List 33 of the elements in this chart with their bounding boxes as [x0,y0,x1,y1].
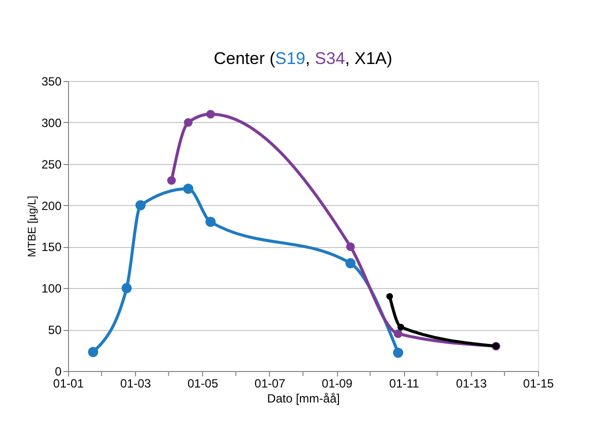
x-tick-label: 01-05 [187,376,218,390]
x-axis-title: Dato [mm-åå] [267,392,340,406]
x-tick-label: 01-03 [120,376,152,390]
y-tick-label: 150 [41,240,62,254]
point [394,329,402,338]
point [392,348,404,358]
point [184,118,193,127]
y-axis-title: MTBE [µg/L] [26,196,38,258]
point [183,184,194,194]
point [346,242,355,252]
point [135,200,146,210]
y-tick-label: 50 [48,323,62,338]
x-tick-label: 01-07 [254,376,286,390]
point [167,176,176,185]
x-tick-label: 01-11 [389,376,420,390]
y-tick-label: 350 [41,74,62,88]
point [122,283,132,294]
x-tick-label: 01-13 [456,376,488,390]
y-tick-label: 250 [41,157,62,172]
y-tick-label: 200 [41,198,62,213]
point [206,110,215,118]
point [205,216,216,227]
x-tick-label: 01-09 [322,376,353,390]
point [386,293,393,300]
x-tick-label: 01-01 [53,376,84,390]
chart-title: Center (S19, S34, X1A) [214,49,392,68]
y-tick-label: 100 [41,282,62,296]
point [88,346,98,358]
y-tick-label: 300 [41,116,62,130]
point [398,324,404,330]
y-tick-label: 0 [54,364,62,378]
point [345,258,356,268]
x-tick-label: 01-15 [523,376,554,390]
